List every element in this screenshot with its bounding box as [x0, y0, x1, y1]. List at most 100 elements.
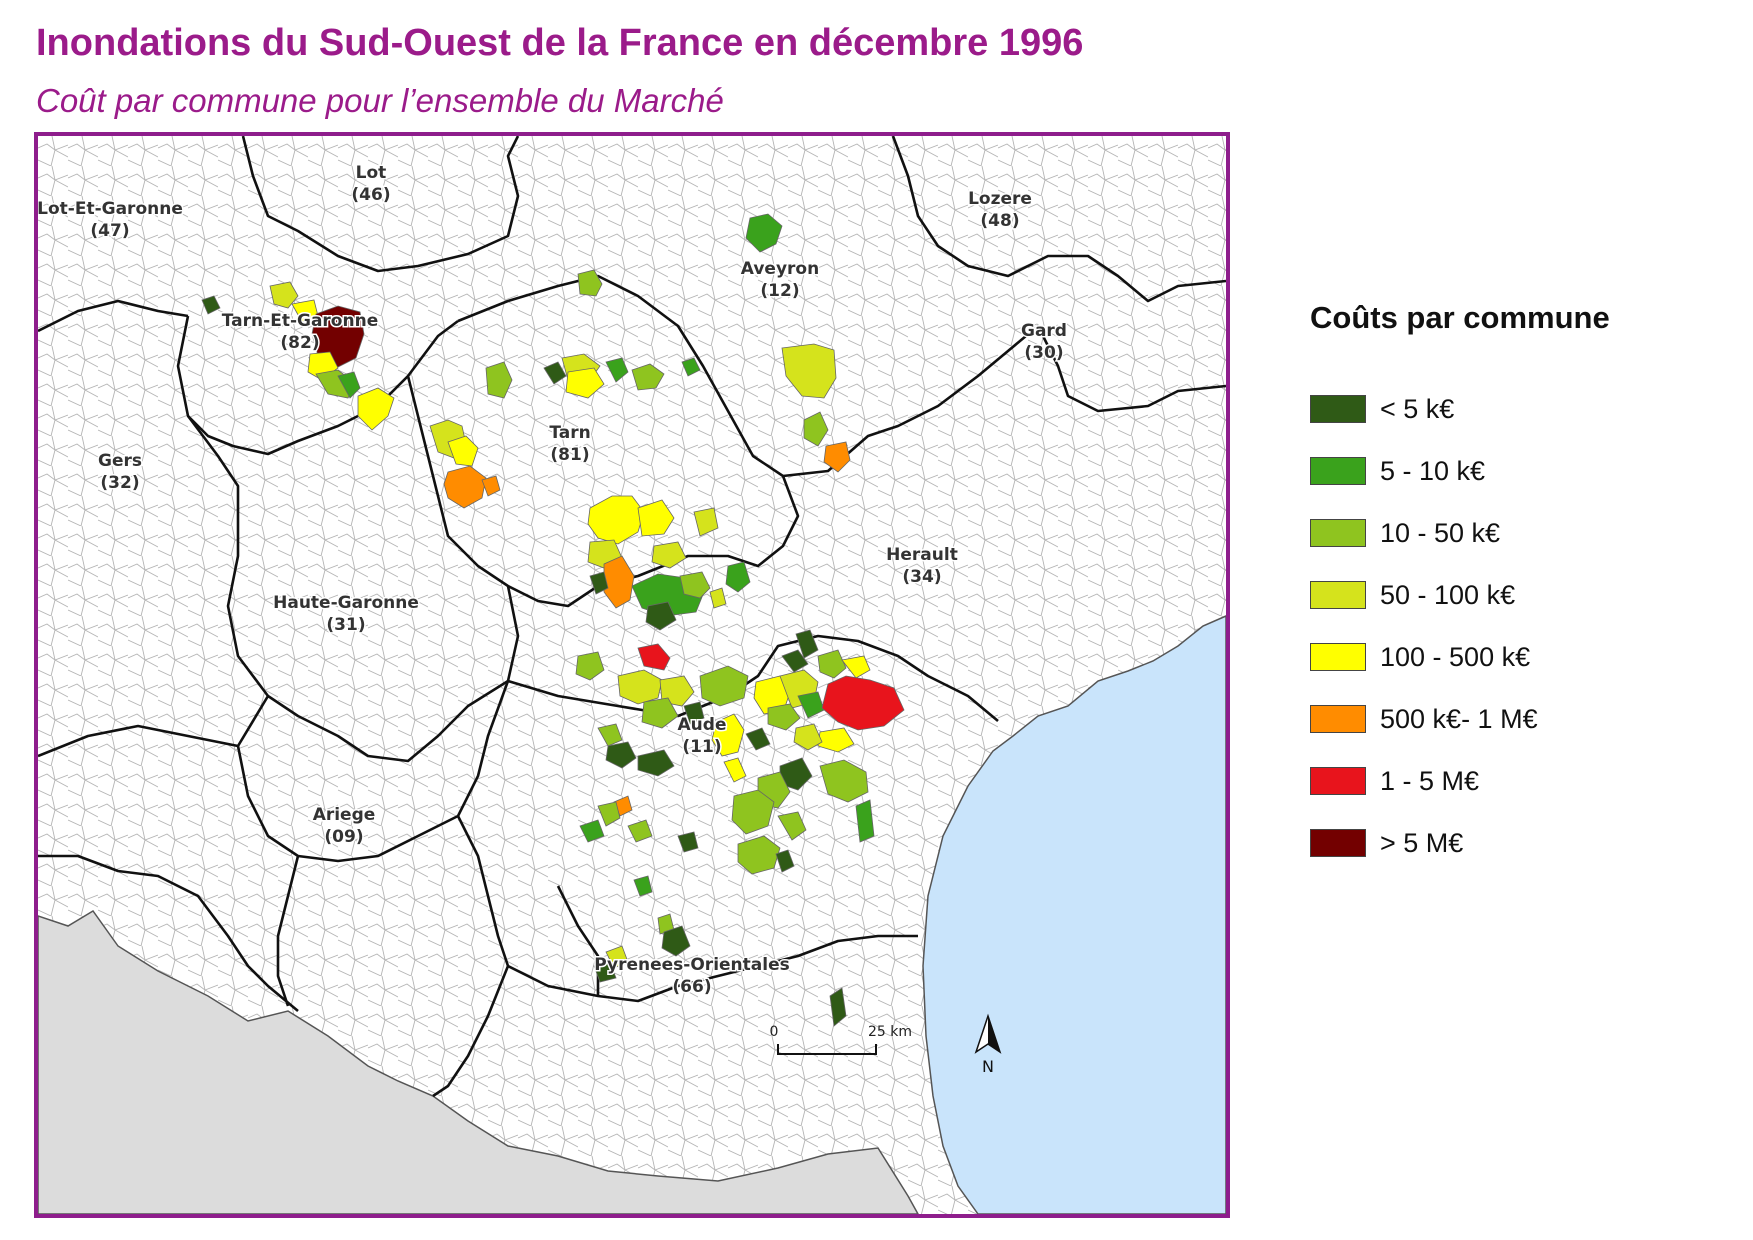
- commune-patch: [633, 875, 653, 897]
- legend-swatch: [1310, 457, 1366, 485]
- legend-swatch: [1310, 581, 1366, 609]
- legend-label: 1 - 5 M€: [1380, 765, 1480, 796]
- commune-patch: [793, 723, 823, 751]
- commune-patch: [745, 727, 771, 751]
- legend-title: Coûts par commune: [1310, 300, 1610, 335]
- commune-patch: [443, 465, 487, 509]
- commune-patch: [597, 723, 623, 747]
- map-title: Inondations du Sud-Ouest de la France en…: [36, 22, 1084, 64]
- dep-label-tarn: Tarn (81): [549, 423, 590, 465]
- dep-label-ariege: Ariege (09): [313, 805, 376, 847]
- commune-patch: [679, 571, 711, 599]
- dep-label-tarn-et-garonne: Tarn-Et-Garonne (82): [222, 311, 378, 353]
- legend-label: 100 - 500 k€: [1380, 641, 1531, 672]
- department-borders: [38, 136, 1226, 1098]
- commune-patch: [627, 819, 653, 843]
- commune-patch: [781, 649, 809, 673]
- commune-patch: [661, 925, 691, 957]
- legend-swatch: [1310, 767, 1366, 795]
- commune-patch: [603, 555, 635, 609]
- commune-patch: [817, 649, 847, 679]
- commune-patch: [775, 849, 795, 873]
- commune-patch: [821, 675, 905, 731]
- commune-patch: [637, 643, 671, 671]
- commune-patch: [605, 945, 629, 969]
- commune-patch: [693, 507, 719, 537]
- legend-item-1-5m: 1 - 5 M€: [1310, 750, 1730, 812]
- commune-patch: [699, 665, 749, 707]
- commune-patch: [481, 475, 501, 497]
- commune-patch: [577, 269, 603, 297]
- legend-item-50-100k: 50 - 100 k€: [1310, 564, 1730, 626]
- commune-patch: [677, 831, 699, 853]
- legend-item-lt-5k: < 5 k€: [1310, 378, 1730, 440]
- department-labels: Lot (46) Lot-Et-Garonne (47) Lozere (48) Av…: [38, 162, 1068, 999]
- commune-patch: [589, 571, 609, 595]
- commune-patch: [617, 669, 663, 705]
- legend-item-100-500k: 100 - 500 k€: [1310, 626, 1730, 688]
- map-frame: Lot (46) Lot-Et-Garonne (47) Lozere (48) Av…: [34, 132, 1230, 1218]
- commune-patch: [605, 357, 629, 383]
- mediterranean-sea: [922, 615, 1226, 1214]
- commune-patch: [543, 361, 567, 385]
- commune-patch: [731, 789, 775, 835]
- commune-patch: [587, 495, 645, 545]
- commune-patch: [803, 411, 829, 447]
- dep-label-gard: Gard (30): [1021, 321, 1067, 363]
- dep-label-lot: Lot (46): [351, 163, 390, 205]
- commune-patch: [631, 363, 665, 391]
- legend-swatch: [1310, 705, 1366, 733]
- dep-label-gers: Gers (32): [98, 451, 142, 493]
- commune-patch: [593, 961, 617, 983]
- commune-patch: [641, 697, 679, 729]
- commune-patch: [781, 343, 837, 399]
- commune-patch: [709, 587, 727, 609]
- commune-patch: [855, 799, 875, 843]
- commune-costs: [201, 213, 905, 1027]
- commune-patch: [725, 561, 751, 593]
- commune-patch: [269, 281, 299, 309]
- commune-patch: [823, 441, 851, 473]
- scale-bar: 0 25 km: [770, 1024, 912, 1055]
- commune-patch: [645, 601, 677, 631]
- legend-swatch: [1310, 519, 1366, 547]
- commune-patch: [745, 213, 783, 253]
- commune-patch: [841, 655, 871, 679]
- commune-patch: [485, 361, 513, 399]
- commune-patch: [723, 757, 747, 783]
- commune-patch: [737, 835, 781, 875]
- scale-bar-start: 0: [770, 1024, 779, 1040]
- north-arrow: N: [974, 1013, 1002, 1076]
- commune-patch: [357, 387, 395, 431]
- commune-patch: [777, 811, 807, 841]
- commune-patch: [597, 801, 621, 827]
- legend-item-10-50k: 10 - 50 k€: [1310, 502, 1730, 564]
- commune-patch: [711, 713, 745, 757]
- legend: Coûts par commune < 5 k€ 5 - 10 k€ 10 - …: [1310, 300, 1730, 874]
- commune-patch: [565, 367, 605, 399]
- legend-label: 10 - 50 k€: [1380, 517, 1501, 548]
- dep-label-herault: Herault (34): [886, 545, 958, 587]
- commune-patch: [575, 651, 605, 681]
- commune-patch: [651, 541, 687, 569]
- legend-label: 500 k€- 1 M€: [1380, 703, 1538, 734]
- legend-label: 5 - 10 k€: [1380, 455, 1486, 486]
- dep-label-lozere: Lozere (48): [968, 189, 1032, 231]
- map-canvas: Lot (46) Lot-Et-Garonne (47) Lozere (48) Av…: [38, 136, 1226, 1214]
- commune-patch: [829, 987, 847, 1027]
- commune-patch: [819, 759, 869, 803]
- map-subtitle: Coût par commune pour l’ensemble du Marc…: [36, 82, 724, 119]
- dep-label-lot-et-garonne: Lot-Et-Garonne (47): [38, 199, 183, 241]
- commune-patch: [683, 701, 705, 725]
- legend-swatch: [1310, 395, 1366, 423]
- legend-swatch: [1310, 643, 1366, 671]
- dep-label-pyrenees-orientales: Pyrenees-Orientales (66): [594, 955, 789, 997]
- spain-area: [38, 910, 919, 1214]
- legend-label: < 5 k€: [1380, 393, 1455, 424]
- commune-patch: [637, 749, 675, 777]
- commune-patch: [795, 629, 819, 659]
- north-arrow-label: N: [982, 1057, 994, 1076]
- dep-label-aveyron: Aveyron (12): [741, 259, 819, 301]
- legend-label: 50 - 100 k€: [1380, 579, 1516, 610]
- scale-bar-end: 25 km: [868, 1024, 912, 1040]
